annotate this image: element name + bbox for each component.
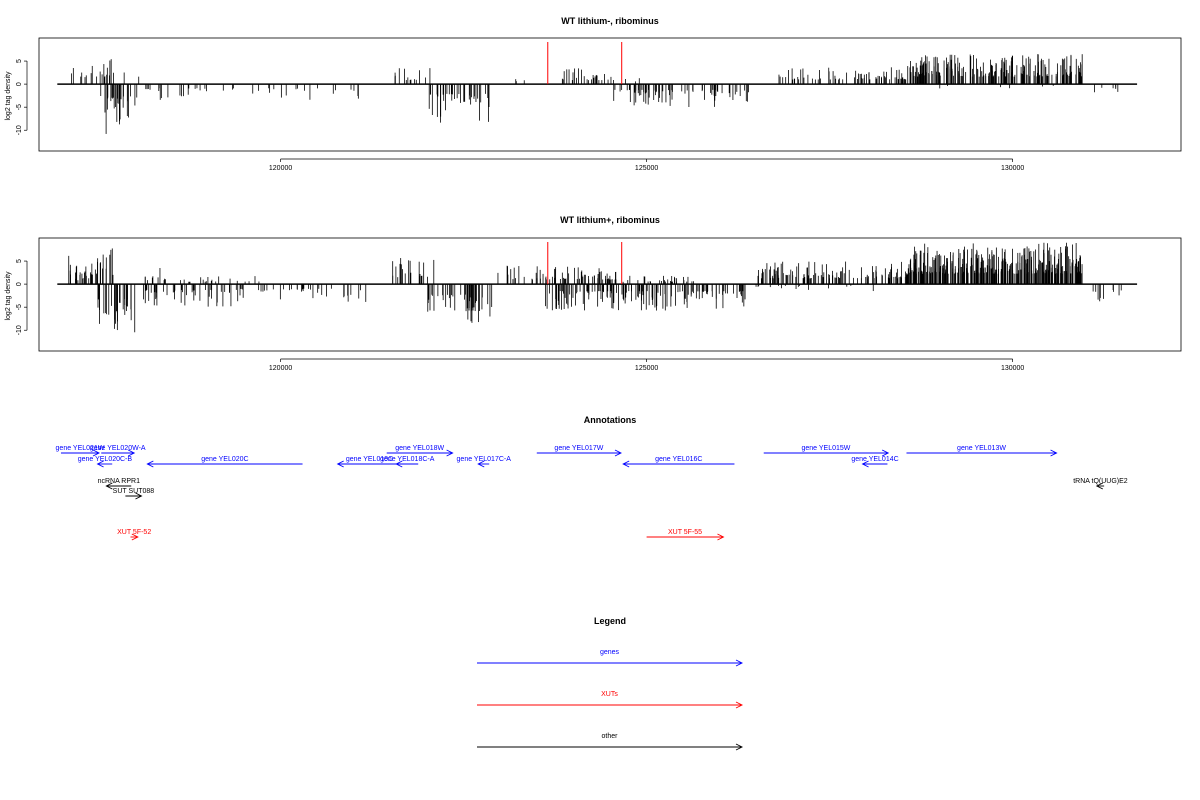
legend-item: genes [477,649,744,667]
coverage-panel-lithium-minus: WT lithium-, ribominus log2 tag density … [5,16,1182,172]
feature-arrowhead [105,482,113,490]
annotation-feature: gene YEL018W [386,445,454,457]
feature-label: XUT 5F-52 [117,529,151,536]
legend: Legend genes XUTs other [477,616,744,751]
annotation-feature: gene YEL020C-B [78,456,133,468]
annotation-feature: gene YEL018C-A [380,456,435,468]
feature-arrowhead [1095,482,1104,490]
x-tick-label: 125000 [635,165,658,172]
legend-label: genes [600,649,620,656]
legend-item: XUTs [477,691,744,709]
x-tick-label: 120000 [269,365,292,372]
annotation-feature: gene YEL013W [906,445,1058,457]
feature-arrowhead [146,460,154,468]
annotation-feature: XUT 5F-55 [646,529,725,541]
feature-label: gene YEL018C-A [380,456,435,463]
feature-arrowhead [1050,449,1058,457]
annotations-title: Annotations [584,415,637,425]
x-tick-label: 130000 [1001,365,1024,372]
feature-label: gene YEL018W [395,445,444,452]
y-tick-label: 5 [16,59,23,63]
annotation-feature: gene YEL014C [851,456,899,468]
feature-label: gene YEL014C [851,456,898,463]
plot-frame [38,37,1182,152]
feature-label: gene YEL017W [554,445,603,452]
legend-label: other [602,733,619,740]
feature-label: XUT 5F-55 [668,529,702,536]
annotation-feature: tRNA tQ(UUG)E2 [1073,478,1128,490]
feature-label: gene YEL019C [346,456,393,463]
y-axis-label: log2 tag density [5,71,12,121]
annotation-feature: gene YEL019C [336,456,402,468]
feature-label: gene YEL017C-A [457,456,512,463]
feature-label: gene YEL020C [201,456,248,463]
feature-arrowhead [96,460,104,468]
y-tick-label: -10 [16,125,23,135]
legend-arrowhead [735,743,744,751]
legend-arrowhead [735,659,744,667]
annotation-feature: SUT SUT088 [113,488,155,500]
feature-label: ncRNA RPR1 [98,478,141,485]
annotation-feature: gene YEL016C [622,456,735,468]
feature-label: gene YEL020C-B [78,456,133,463]
annotation-feature: XUT 5F-52 [117,529,151,541]
feature-arrowhead [614,449,622,457]
feature-label: SUT SUT088 [113,488,155,495]
annotation-feature: gene YEL017C-A [457,456,512,468]
feature-arrowhead [861,460,869,468]
annotation-feature: gene YEL015W [763,445,890,457]
feature-label: gene YEL015W [801,445,850,452]
plot-frame [38,237,1182,352]
feature-arrowhead [92,449,101,457]
feature-label: gene YEL013W [957,445,1006,452]
legend-label: XUTs [601,691,618,698]
y-tick-label: -5 [16,304,23,310]
y-tick-label: -5 [16,104,23,110]
feature-arrowhead [336,460,344,468]
feature-arrowhead [477,460,485,468]
feature-arrowhead [395,460,403,468]
feature-arrowhead [135,492,143,500]
x-tick-label: 120000 [269,165,292,172]
panel-title: WT lithium-, ribominus [561,16,659,26]
annotation-feature: gene YEL020C [146,456,303,468]
feature-arrowhead [622,460,630,468]
panel-title: WT lithium+, ribominus [560,215,660,225]
legend-item: other [477,733,744,751]
x-tick-label: 125000 [635,365,658,372]
feature-arrowhead [446,449,454,457]
legend-title: Legend [594,616,626,626]
annotation-feature: gene YEL021W [56,445,105,457]
coverage-panel-lithium-plus: WT lithium+, ribominus log2 tag density … [5,215,1182,372]
x-tick-label: 130000 [1001,165,1024,172]
feature-label: gene YEL021W [56,445,105,452]
feature-label: gene YEL016C [655,456,702,463]
feature-arrowhead [881,449,890,457]
annotation-feature: gene YEL020W-A [90,445,146,457]
feature-arrowhead [717,533,725,541]
legend-arrowhead [735,701,744,709]
y-tick-label: -10 [16,325,23,335]
feature-label: tRNA tQ(UUG)E2 [1073,478,1128,485]
y-tick-label: 5 [16,259,23,263]
feature-label: gene YEL020W-A [90,445,146,452]
feature-arrowhead [131,533,139,541]
y-tick-label: 0 [16,82,23,86]
annotation-feature: ncRNA RPR1 [98,478,141,490]
annotation-feature: gene YEL017W [536,445,622,457]
feature-arrowhead [127,449,136,457]
y-axis-label: log2 tag density [5,271,12,321]
y-tick-label: 0 [16,282,23,286]
